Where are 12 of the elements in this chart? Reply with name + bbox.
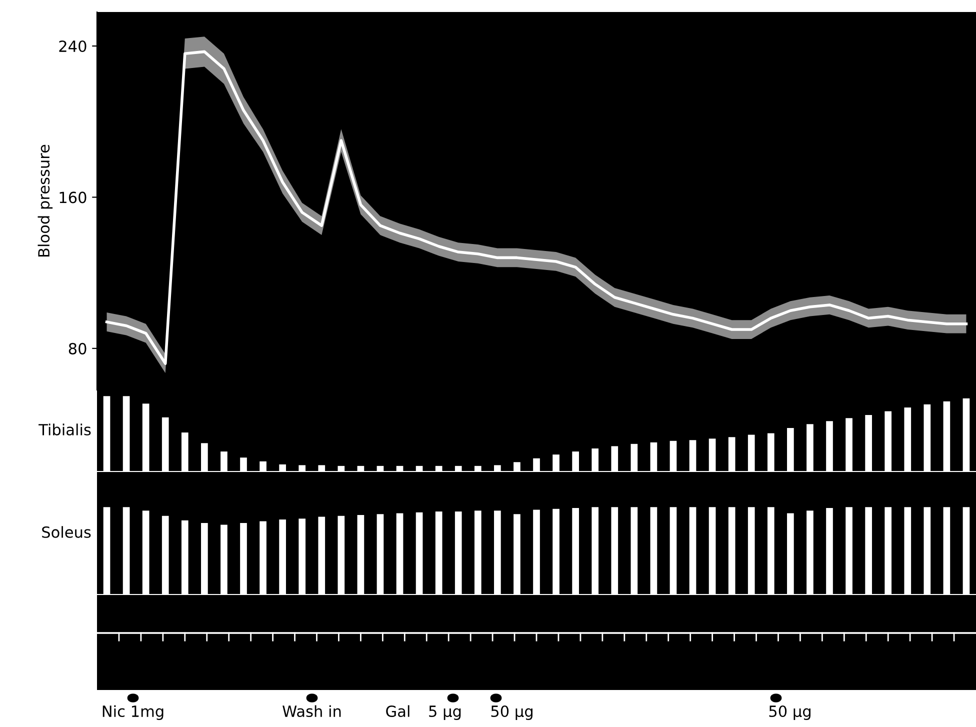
- text: Wash in: [282, 705, 341, 718]
- text: 50 μg: [769, 705, 810, 720]
- y-axis-title: Soleus: [42, 526, 91, 538]
- text: Gal: [386, 705, 410, 718]
- text: Nic 1mg: [102, 705, 164, 720]
- y-axis-title: Tibialis: [38, 424, 91, 436]
- text: 5 μg: [429, 706, 461, 720]
- y-tick-label: 240: [59, 40, 86, 52]
- y-tick-label: 160: [60, 192, 86, 204]
- text: 50 μg: [491, 705, 532, 720]
- y-axis-title: Blood pressure: [38, 144, 53, 256]
- y-tick-label: 80: [68, 342, 86, 354]
